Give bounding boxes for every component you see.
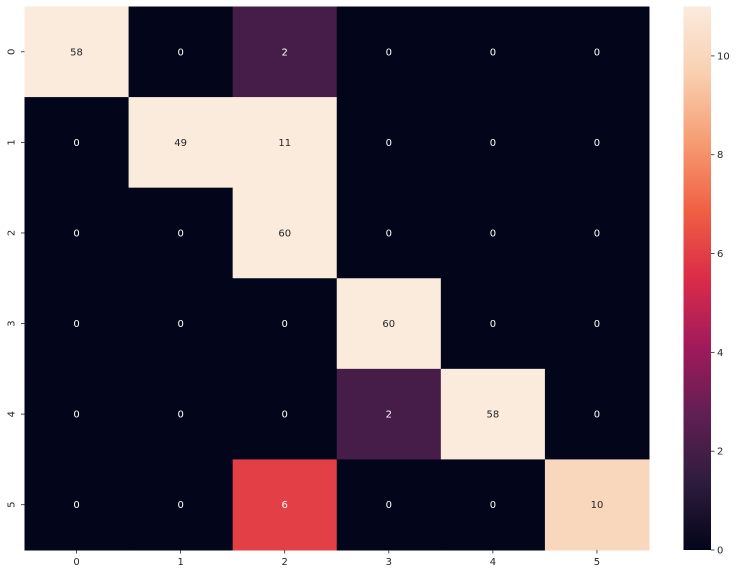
colorbar-tick-label-1: 2 (717, 447, 723, 458)
cell-value-label-r5-c4: 0 (490, 500, 496, 511)
y-tick-label-5: 5 (7, 502, 18, 508)
cell-value-label-r1-c5: 0 (594, 138, 600, 149)
cell-value-label-r2-c1: 0 (177, 228, 183, 239)
colorbar-tick-label-5: 10 (717, 51, 730, 62)
cell-value-label-r5-c0: 0 (73, 500, 79, 511)
colorbar-tick-label-2: 4 (717, 348, 723, 359)
cell-value-label-r0-c0: 58 (70, 47, 83, 58)
cell-value-label-r1-c1: 49 (174, 138, 187, 149)
heatmap-cell-r2-c3 (336, 187, 442, 279)
cell-value-label-r0-c5: 0 (594, 47, 600, 58)
heatmap-cell-r5-c4 (440, 459, 546, 551)
heatmap-cell-r2-c5 (544, 187, 650, 279)
colorbar-gradient (683, 6, 711, 550)
colorbar-tick-label-4: 8 (717, 150, 723, 161)
cell-value-label-r4-c4: 58 (487, 410, 500, 421)
cell-value-label-r2-c0: 0 (73, 228, 79, 239)
cell-value-label-r0-c3: 0 (386, 47, 392, 58)
heatmap-cell-r3-c1 (128, 278, 234, 370)
cell-value-label-r5-c2: 6 (282, 500, 288, 511)
heatmap-cell-r3-c2 (232, 278, 338, 370)
y-tick-label-2: 2 (7, 230, 18, 236)
cell-value-label-r4-c5: 0 (594, 410, 600, 421)
cell-value-label-r5-c1: 0 (177, 500, 183, 511)
cell-value-label-r1-c4: 0 (490, 138, 496, 149)
x-tick-label-0: 0 (73, 557, 79, 568)
x-tick-label-2: 2 (282, 557, 288, 568)
x-tick-label-3: 3 (386, 557, 392, 568)
x-tick-label-5: 5 (594, 557, 600, 568)
cell-value-label-r3-c3: 60 (382, 319, 395, 330)
heatmap-cell-r5-c3 (336, 459, 442, 551)
heatmap-cells (24, 6, 650, 551)
heatmap-cell-r1-c0 (24, 97, 130, 189)
heatmap-cell-r1-c1 (128, 97, 234, 189)
heatmap-cell-r2-c0 (24, 187, 130, 279)
heatmap-cell-r5-c5 (544, 459, 650, 551)
cell-value-label-r0-c1: 0 (177, 47, 183, 58)
colorbar-tick-label-3: 6 (717, 249, 723, 260)
heatmap-cell-r3-c3 (336, 278, 442, 370)
heatmap-cell-r2-c2 (232, 187, 338, 279)
cell-value-label-r1-c3: 0 (386, 138, 392, 149)
heatmap-cell-r5-c2 (232, 459, 338, 551)
cell-value-label-r4-c1: 0 (177, 410, 183, 421)
heatmap-cell-r1-c5 (544, 97, 650, 189)
cell-value-label-r5-c5: 10 (591, 500, 604, 511)
cell-value-label-r5-c3: 0 (386, 500, 392, 511)
y-tick-label-0: 0 (7, 49, 18, 55)
heatmap-cell-r3-c4 (440, 278, 546, 370)
heatmap-cell-r0-c1 (128, 6, 234, 98)
cell-value-label-r2-c5: 0 (594, 228, 600, 239)
heatmap-cell-r2-c1 (128, 187, 234, 279)
cell-value-label-r4-c3: 2 (386, 410, 392, 421)
heatmap-cell-r1-c4 (440, 97, 546, 189)
cell-value-label-r4-c0: 0 (73, 410, 79, 421)
heatmap-cell-r0-c4 (440, 6, 546, 98)
heatmap-cell-r4-c1 (128, 368, 234, 460)
heatmap-cell-r3-c5 (544, 278, 650, 370)
heatmap-cell-labels: 58 0 2 0 0 00 49 11 0 0 00 0 60 0 0 00 0 0 60 0 00 0 0 2 58 00 0 6 0… (70, 47, 603, 511)
y-axis-ticks: 0 1 2 3 4 5 (7, 49, 25, 508)
cell-value-label-r3-c1: 0 (177, 319, 183, 330)
heatmap-cell-r0-c5 (544, 6, 650, 98)
heatmap-cell-r0-c3 (336, 6, 442, 98)
heatmap-cell-r4-c5 (544, 368, 650, 460)
heatmap-cell-r1-c3 (336, 97, 442, 189)
x-axis-ticks: 0 1 2 3 4 5 (73, 550, 600, 568)
cell-value-label-r2-c3: 0 (386, 228, 392, 239)
x-tick-label-4: 4 (490, 557, 496, 568)
cell-value-label-r4-c2: 0 (282, 410, 288, 421)
heatmap-cell-r4-c4 (440, 368, 546, 460)
cell-value-label-r1-c0: 0 (73, 138, 79, 149)
x-tick-label-1: 1 (177, 557, 183, 568)
cell-value-label-r3-c4: 0 (490, 319, 496, 330)
heatmap-cell-r5-c0 (24, 459, 130, 551)
y-tick-label-3: 3 (7, 320, 18, 326)
cell-value-label-r1-c2: 11 (278, 138, 291, 149)
heatmap-cell-r0-c2 (232, 6, 338, 98)
cell-value-label-r3-c5: 0 (594, 319, 600, 330)
colorbar: 0 2 4 6 8 10 (683, 6, 730, 557)
heatmap-cell-r2-c4 (440, 187, 546, 279)
cell-value-label-r3-c0: 0 (73, 319, 79, 330)
heatmap-cell-r4-c2 (232, 368, 338, 460)
y-tick-label-4: 4 (7, 411, 18, 417)
heatmap-cell-r5-c1 (128, 459, 234, 551)
cell-value-label-r2-c2: 60 (278, 228, 291, 239)
cell-value-label-r0-c4: 0 (490, 47, 496, 58)
cell-value-label-r2-c4: 0 (490, 228, 496, 239)
heatmap-cell-r4-c3 (336, 368, 442, 460)
colorbar-tick-label-0: 0 (717, 546, 723, 557)
cell-value-label-r3-c2: 0 (282, 319, 288, 330)
y-tick-label-1: 1 (7, 139, 18, 145)
heatmap-cell-r0-c0 (24, 6, 130, 98)
cell-value-label-r0-c2: 2 (282, 47, 288, 58)
heatmap-cell-r1-c2 (232, 97, 338, 189)
heatmap-cell-r3-c0 (24, 278, 130, 370)
heatmap-cell-r4-c0 (24, 368, 130, 460)
